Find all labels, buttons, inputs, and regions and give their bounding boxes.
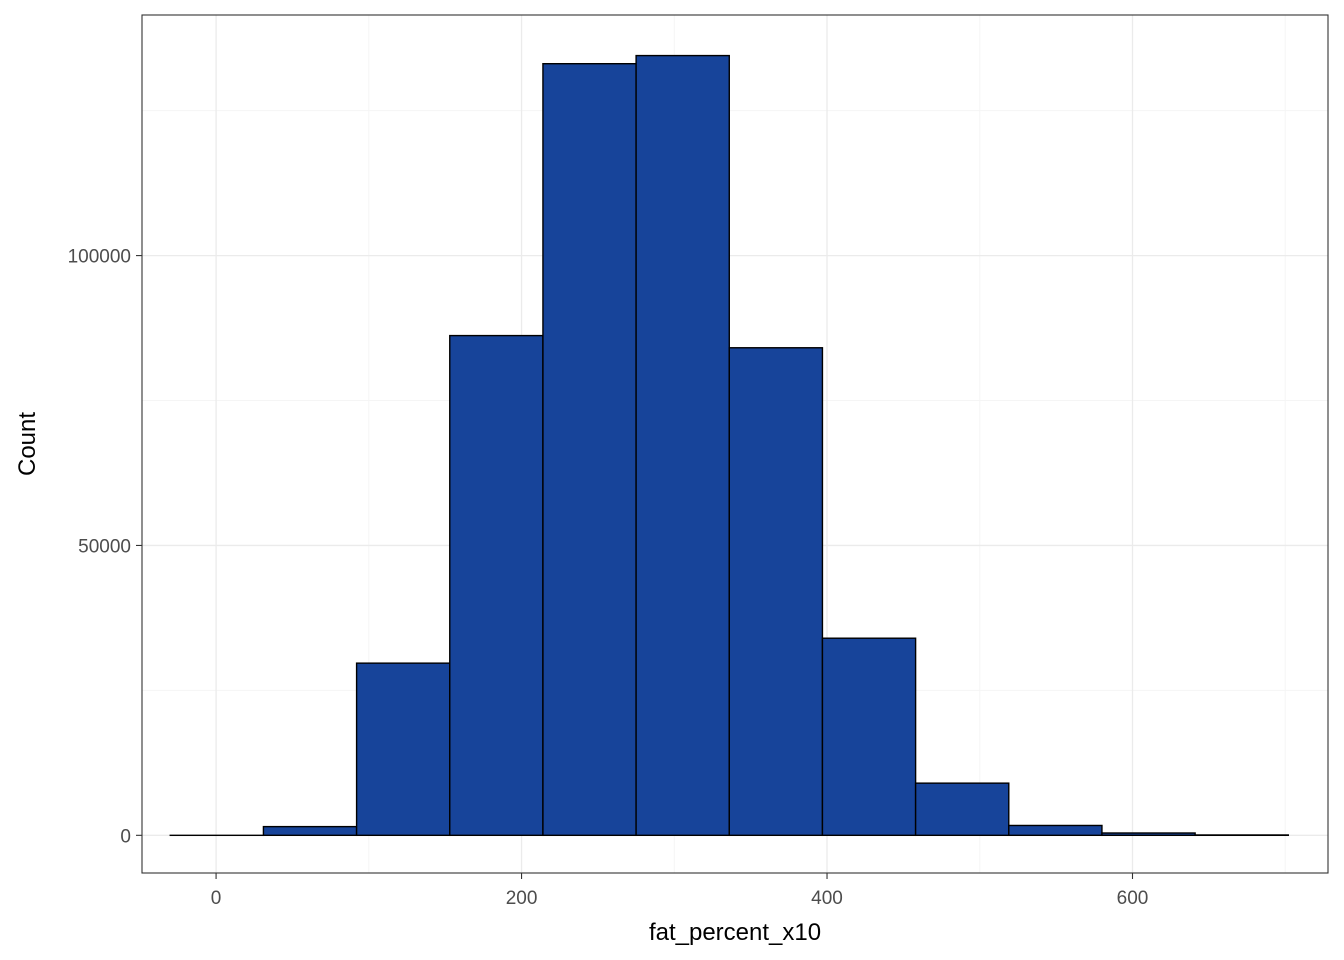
histogram-bar-4	[542, 62, 637, 837]
histogram-bar-2	[355, 662, 451, 837]
histogram-bars	[169, 54, 1289, 837]
axis-ticks: 0 200 400 600 0 50000 100000	[68, 247, 1149, 909]
y-tick-label: 0	[120, 826, 131, 847]
y-tick-label: 100000	[68, 247, 131, 268]
x-tick-label: 400	[811, 888, 843, 909]
panel-border	[141, 14, 1329, 874]
x-tick-label: 0	[211, 888, 222, 909]
x-tick-label: 200	[506, 888, 538, 909]
histogram-bar-10	[1101, 832, 1196, 837]
histogram-bar-1	[262, 825, 358, 837]
histogram-bar-5	[635, 54, 730, 837]
histogram-bar-3	[449, 334, 544, 837]
histogram-bar-9	[1008, 824, 1103, 837]
x-tick-label: 600	[1117, 888, 1149, 909]
y-axis-title: Count	[14, 412, 41, 476]
y-tick-label: 50000	[78, 536, 131, 557]
histogram-bar-7	[821, 637, 917, 837]
histogram-bar-6	[728, 347, 824, 837]
x-axis-title: fat_percent_x10	[649, 919, 821, 946]
histogram-bar-8	[914, 782, 1010, 837]
